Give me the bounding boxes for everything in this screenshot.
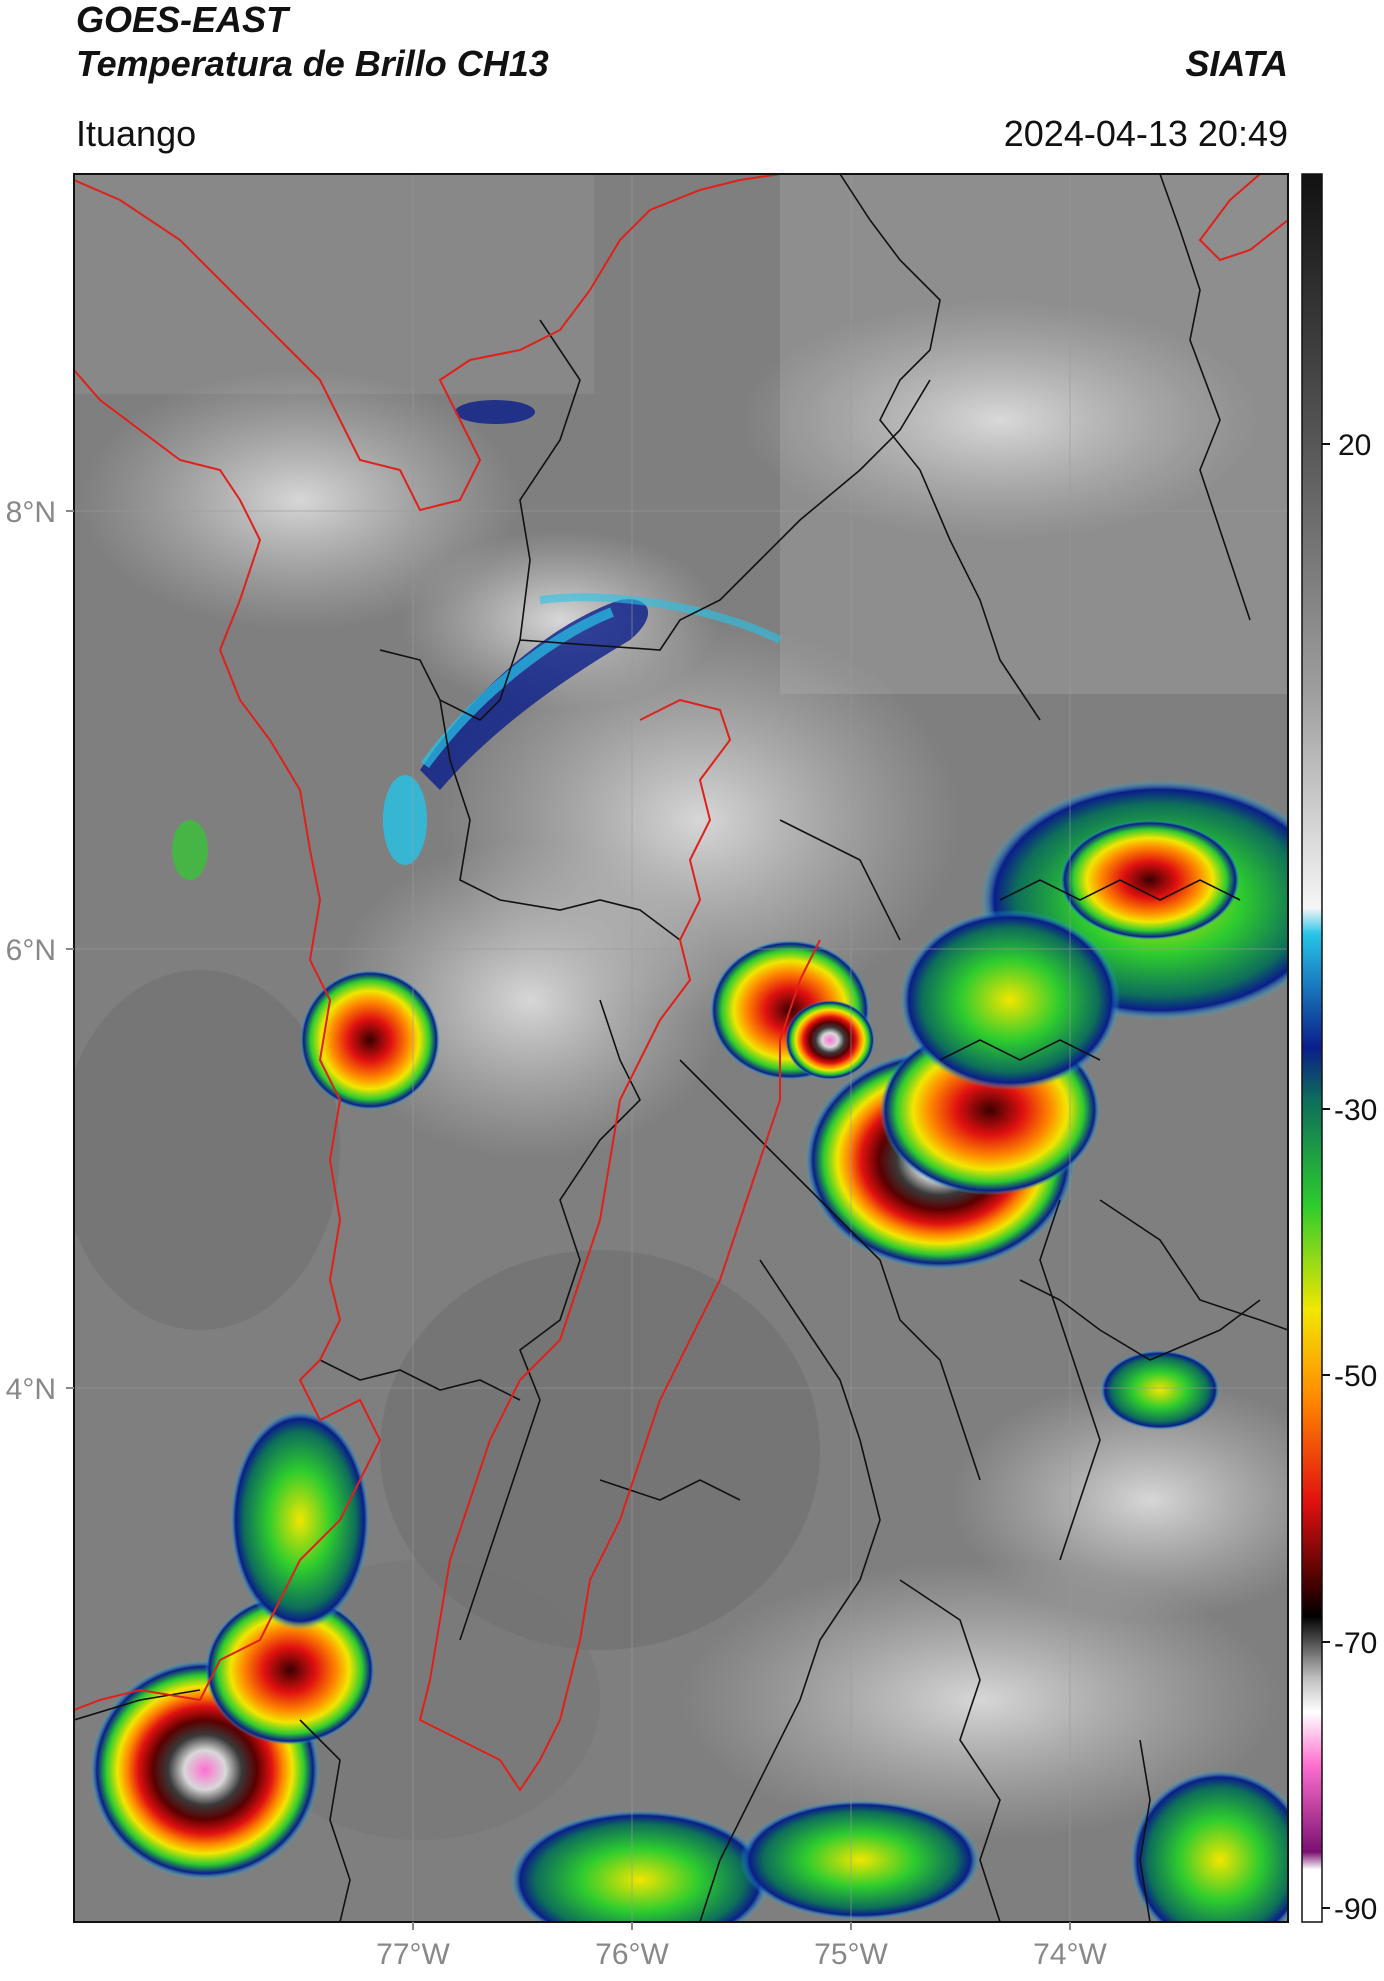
- product-title: Temperatura de Brillo CH13: [76, 43, 549, 84]
- lat-label-8n: 8°N: [6, 496, 56, 529]
- lon-label-77w: 77°W: [376, 1938, 450, 1971]
- colorbar-tick-minus30: -30: [1334, 1094, 1377, 1127]
- colorbar-scale: [1301, 173, 1323, 1923]
- timestamp-label: 2024-04-13 20:49: [1003, 113, 1288, 154]
- lon-label-75w: 75°W: [814, 1938, 888, 1971]
- lon-axis: 77°W 76°W 75°W 74°W: [376, 1922, 1108, 1971]
- convective-cells: [90, 400, 1288, 1922]
- map-frame: [73, 173, 1289, 1923]
- colorbar-tick-minus50: -50: [1334, 1360, 1377, 1393]
- colorbar: 20 -30 -50 -70 -90: [1301, 173, 1377, 1926]
- lon-label-76w: 76°W: [595, 1938, 669, 1971]
- lat-axis: 8°N 6°N 4°N: [6, 496, 74, 1406]
- colorbar-tick-minus70: -70: [1334, 1627, 1377, 1660]
- lat-label-6n: 6°N: [6, 934, 56, 967]
- organization-label: SIATA: [1185, 43, 1288, 84]
- lat-label-4n: 4°N: [6, 1373, 56, 1406]
- location-label: Ituango: [76, 113, 197, 154]
- municipal-borders: [74, 174, 1288, 1922]
- colorbar-tick-20: 20: [1338, 429, 1371, 462]
- department-borders: [74, 174, 1288, 1792]
- graticule: [74, 174, 1288, 1922]
- lon-label-74w: 74°W: [1033, 1938, 1107, 1971]
- colorbar-tick-minus90: -90: [1334, 1893, 1377, 1926]
- satellite-title: GOES-EAST: [76, 0, 289, 40]
